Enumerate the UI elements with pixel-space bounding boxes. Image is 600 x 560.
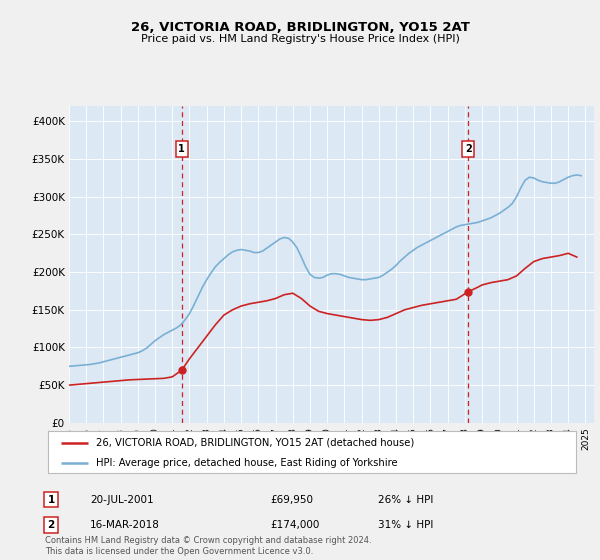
Text: £174,000: £174,000 xyxy=(270,520,319,530)
Text: 20-JUL-2001: 20-JUL-2001 xyxy=(90,494,154,505)
Text: Contains HM Land Registry data © Crown copyright and database right 2024.
This d: Contains HM Land Registry data © Crown c… xyxy=(45,536,371,556)
Text: 2: 2 xyxy=(47,520,55,530)
Text: 2: 2 xyxy=(465,144,472,154)
Text: 1: 1 xyxy=(47,494,55,505)
Text: £69,950: £69,950 xyxy=(270,494,313,505)
Text: 26, VICTORIA ROAD, BRIDLINGTON, YO15 2AT (detached house): 26, VICTORIA ROAD, BRIDLINGTON, YO15 2AT… xyxy=(95,438,414,448)
Text: 16-MAR-2018: 16-MAR-2018 xyxy=(90,520,160,530)
Text: HPI: Average price, detached house, East Riding of Yorkshire: HPI: Average price, detached house, East… xyxy=(95,458,397,468)
Text: 26, VICTORIA ROAD, BRIDLINGTON, YO15 2AT: 26, VICTORIA ROAD, BRIDLINGTON, YO15 2AT xyxy=(131,21,469,34)
Text: 1: 1 xyxy=(178,144,185,154)
Text: 26% ↓ HPI: 26% ↓ HPI xyxy=(378,494,433,505)
Text: Price paid vs. HM Land Registry's House Price Index (HPI): Price paid vs. HM Land Registry's House … xyxy=(140,34,460,44)
Text: 31% ↓ HPI: 31% ↓ HPI xyxy=(378,520,433,530)
